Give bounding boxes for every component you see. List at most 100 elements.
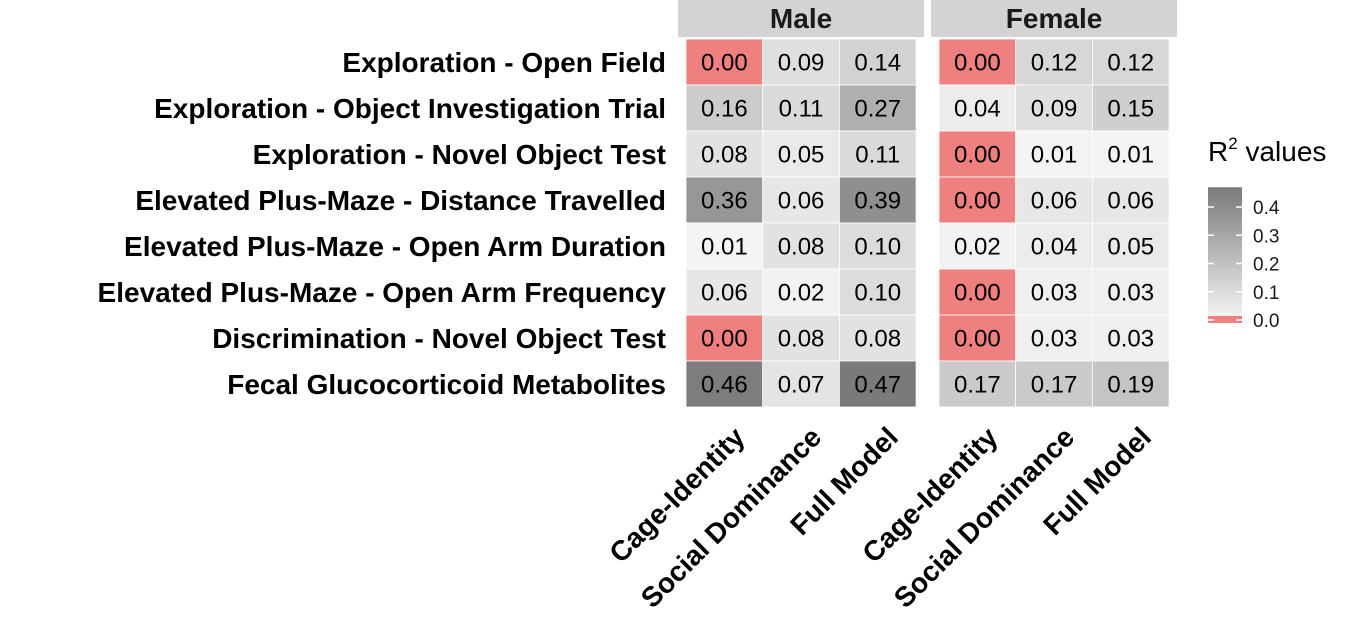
cell-value-label: 0.17 xyxy=(1031,372,1078,399)
row-label: Exploration - Object Investigation Trial xyxy=(154,93,666,124)
cell-value-label: 0.03 xyxy=(1031,326,1078,353)
legend-colorbar-step xyxy=(1208,253,1242,258)
heatmap-cell xyxy=(1015,268,1093,316)
legend-colorbar-step xyxy=(1208,230,1242,235)
cell-value-label: 0.12 xyxy=(1107,50,1154,77)
legend-colorbar-step xyxy=(1208,210,1242,215)
cell-value-label: 0.09 xyxy=(1031,96,1078,123)
cell-value-label: 0.06 xyxy=(1107,188,1154,215)
cell-value-label: 0.08 xyxy=(778,234,825,261)
heatmap-cell xyxy=(1092,268,1170,316)
legend-tick-label: 0.0 xyxy=(1253,311,1279,332)
cell-value-label: 0.08 xyxy=(701,142,748,169)
legend-colorbar-step xyxy=(1208,260,1242,265)
cell-value-label: 0.17 xyxy=(954,372,1001,399)
cell-value-label: 0.27 xyxy=(854,96,901,123)
cell-value-label: 0.00 xyxy=(954,188,1001,215)
cell-value-label: 0.03 xyxy=(1031,280,1078,307)
legend-colorbar-step xyxy=(1208,276,1242,281)
heatmap-cell xyxy=(1015,222,1093,270)
heatmap-cell xyxy=(1092,360,1170,408)
legend-title: R2 values xyxy=(1208,134,1326,167)
heatmap-cell xyxy=(685,222,764,270)
heatmap-cell xyxy=(938,314,1017,362)
cell-value-label: 0.05 xyxy=(1107,234,1154,261)
cell-value-label: 0.07 xyxy=(778,372,825,399)
legend-colorbar-step xyxy=(1208,250,1242,255)
legend-colorbar-step xyxy=(1208,220,1242,225)
heatmap-cell xyxy=(762,314,840,362)
heatmap-cell xyxy=(1092,222,1170,270)
legend-colorbar-step xyxy=(1208,197,1242,202)
cell-value-label: 0.00 xyxy=(954,326,1001,353)
legend-colorbar-step xyxy=(1208,306,1242,311)
legend-colorbar-step xyxy=(1208,207,1242,212)
cell-value-label: 0.10 xyxy=(854,280,901,307)
heatmap-cell xyxy=(938,84,1017,132)
column-label: Cage-Identity xyxy=(603,421,751,569)
legend-tick-label: 0.3 xyxy=(1253,226,1279,247)
row-label: Exploration - Open Field xyxy=(342,47,666,78)
cell-value-label: 0.04 xyxy=(1031,234,1078,261)
cell-value-label: 0.15 xyxy=(1107,96,1154,123)
heatmap-cell xyxy=(1015,314,1093,362)
cell-value-label: 0.06 xyxy=(1031,188,1078,215)
heatmap-cell xyxy=(1015,176,1093,224)
heatmap-cell xyxy=(1015,84,1093,132)
heatmap-cell xyxy=(1092,84,1170,132)
cell-value-label: 0.04 xyxy=(954,96,1001,123)
heatmap-cell xyxy=(938,130,1017,178)
cell-value-label: 0.10 xyxy=(854,234,901,261)
heatmap-cell xyxy=(938,38,1017,86)
heatmap-cell xyxy=(839,222,917,270)
legend-colorbar-step xyxy=(1208,303,1242,308)
legend-colorbar-step xyxy=(1208,223,1242,228)
cell-value-label: 0.09 xyxy=(778,50,825,77)
cell-value-label: 0.12 xyxy=(1031,50,1078,77)
cell-value-label: 0.36 xyxy=(701,188,748,215)
legend-zero-band xyxy=(1208,316,1242,323)
legend-tick-label: 0.2 xyxy=(1253,255,1279,276)
cell-value-label: 0.01 xyxy=(1107,142,1154,169)
cell-value-label: 0.03 xyxy=(1107,326,1154,353)
row-label: Exploration - Novel Object Test xyxy=(253,139,666,170)
cell-value-label: 0.00 xyxy=(954,50,1001,77)
cell-value-label: 0.02 xyxy=(954,234,1001,261)
heatmap-cell xyxy=(685,360,764,408)
heatmap-cell xyxy=(685,130,764,178)
heatmap-cell xyxy=(762,130,840,178)
cell-value-label: 0.46 xyxy=(701,372,748,399)
cell-value-label: 0.11 xyxy=(855,142,900,169)
legend-colorbar-step xyxy=(1208,187,1242,192)
cell-value-label: 0.06 xyxy=(701,280,748,307)
legend-colorbar-step xyxy=(1208,213,1242,218)
heatmap-cell xyxy=(1092,314,1170,362)
legend-colorbar-step xyxy=(1208,290,1242,295)
cell-value-label: 0.08 xyxy=(778,326,825,353)
legend-tick-label: 0.4 xyxy=(1253,198,1280,219)
facet-strip xyxy=(678,0,925,37)
legend-colorbar-step xyxy=(1208,203,1242,208)
row-label: Discrimination - Novel Object Test xyxy=(212,323,666,354)
facet-label: Female xyxy=(1006,3,1103,34)
legend-colorbar-step xyxy=(1208,263,1242,268)
cell-value-label: 0.14 xyxy=(854,50,901,77)
heatmap-cell xyxy=(762,222,840,270)
cell-value-label: 0.03 xyxy=(1107,280,1154,307)
heatmap-cell xyxy=(938,222,1017,270)
legend-colorbar-step xyxy=(1208,296,1242,301)
legend-colorbar-step xyxy=(1208,256,1242,261)
heatmap-cell xyxy=(938,360,1017,408)
heatmap-cell xyxy=(1015,38,1093,86)
legend-colorbar-step xyxy=(1208,240,1242,245)
legend-colorbar-step xyxy=(1208,266,1242,271)
heatmap-cell xyxy=(839,268,917,316)
legend-colorbar-step xyxy=(1208,243,1242,248)
row-label: Elevated Plus-Maze - Open Arm Duration xyxy=(124,231,666,262)
legend-colorbar-step xyxy=(1208,286,1242,291)
legend-colorbar-step xyxy=(1208,270,1242,275)
cell-value-label: 0.06 xyxy=(778,188,825,215)
row-labels: Exploration - Open Field Exploration - Ob… xyxy=(98,47,667,400)
legend-colorbar-step xyxy=(1208,227,1242,231)
